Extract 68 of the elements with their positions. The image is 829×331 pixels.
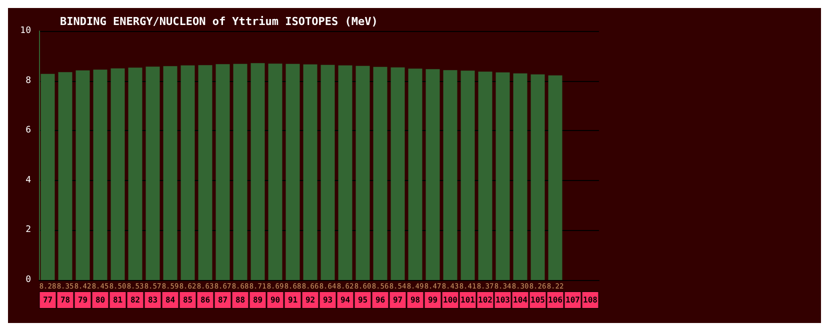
bar xyxy=(216,64,230,280)
x-tick-label: 102 xyxy=(478,296,493,304)
x-tick-label: 87 xyxy=(218,296,228,304)
bar xyxy=(163,66,178,280)
x-tick-label: 77 xyxy=(42,296,53,304)
x-tick-label: 93 xyxy=(322,296,333,304)
y-tick-label: 8 xyxy=(26,76,31,86)
x-tick-label: 100 xyxy=(443,296,458,304)
x-tick-label: 104 xyxy=(513,296,528,304)
x-tick-label: 105 xyxy=(530,296,546,304)
bar xyxy=(93,70,108,280)
y-tick-label: 0 xyxy=(26,275,31,285)
bar xyxy=(373,66,388,280)
y-tick-label: 10 xyxy=(20,26,31,36)
bar xyxy=(426,69,440,280)
y-tick-label: 6 xyxy=(26,126,31,136)
x-tick-label: 96 xyxy=(375,296,386,304)
chart-title: BINDING ENERGY/NUCLEON of Yttrium ISOTOPES (MeV) xyxy=(60,15,378,28)
x-tick-label: 90 xyxy=(270,296,280,304)
x-tick-label: 80 xyxy=(95,296,106,304)
y-tick-label: 2 xyxy=(26,225,31,236)
x-tick-label: 78 xyxy=(60,296,70,304)
x-tick-label: 95 xyxy=(358,296,368,304)
bar xyxy=(233,64,248,280)
x-tick-label: 108 xyxy=(583,296,598,304)
x-tick-label: 98 xyxy=(410,296,420,304)
x-tick-label: 89 xyxy=(252,296,263,304)
x-tick-label: 84 xyxy=(165,296,176,304)
x-tick-label: 82 xyxy=(130,296,140,304)
bar xyxy=(356,66,370,280)
bar xyxy=(443,70,458,280)
x-tick-label: 83 xyxy=(148,296,158,304)
bar xyxy=(110,68,125,280)
bar xyxy=(460,70,475,280)
bar xyxy=(76,70,90,280)
y-tick-label: 4 xyxy=(26,175,31,186)
bar xyxy=(303,64,318,280)
x-tick-label: 107 xyxy=(566,296,580,304)
x-tick-label: 91 xyxy=(288,296,298,304)
bar xyxy=(180,65,195,280)
bar xyxy=(338,65,352,280)
x-tick-label: 106 xyxy=(548,296,563,304)
x-tick-label: 99 xyxy=(428,296,438,304)
x-tick-label: 88 xyxy=(235,296,246,304)
x-tick-label: 81 xyxy=(112,296,123,304)
bar xyxy=(548,75,562,280)
x-tick-label: 97 xyxy=(392,296,403,304)
bar xyxy=(58,72,72,280)
bar xyxy=(496,72,510,280)
bar xyxy=(320,64,335,280)
x-tick-label: 103 xyxy=(496,296,510,304)
bar xyxy=(268,64,282,280)
bar xyxy=(198,65,212,280)
bar xyxy=(390,67,405,280)
x-tick-label: 94 xyxy=(340,296,350,304)
x-tick-label: 79 xyxy=(78,296,88,304)
bar xyxy=(250,63,265,280)
bar xyxy=(408,68,422,280)
x-tick-label: 85 xyxy=(182,296,193,304)
bar xyxy=(530,74,545,280)
x-tick-label: 86 xyxy=(200,296,210,304)
bar xyxy=(146,66,160,280)
bar xyxy=(128,68,142,280)
bar xyxy=(286,64,300,280)
x-tick-label: 101 xyxy=(460,296,476,304)
bar xyxy=(478,72,492,280)
bar xyxy=(513,73,528,280)
x-tick-label: 92 xyxy=(305,296,316,304)
